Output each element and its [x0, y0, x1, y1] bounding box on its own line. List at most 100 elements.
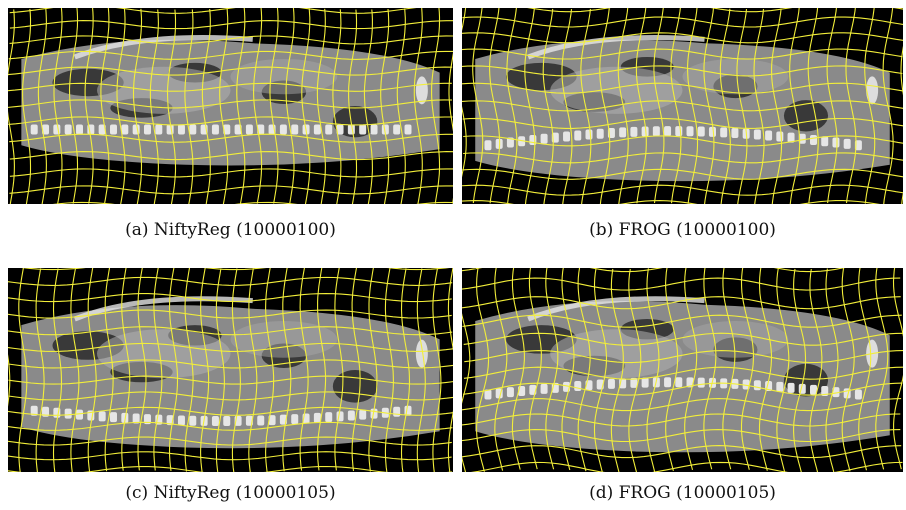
vertebra	[776, 131, 784, 142]
grid-line-vertical	[269, 8, 279, 204]
vertebra	[291, 124, 299, 135]
grid-line-vertical	[511, 268, 525, 470]
vertebra	[854, 389, 862, 400]
organ-cavity	[783, 363, 829, 397]
grid-line-vertical	[84, 8, 94, 204]
vertebra	[166, 124, 174, 135]
grid-line-vertical	[100, 8, 110, 204]
grid-line-horizontal	[8, 406, 453, 416]
vertebra	[313, 412, 321, 423]
grid-line-vertical	[524, 8, 536, 204]
vertebra	[484, 140, 492, 151]
grid-line-horizontal	[462, 117, 903, 129]
vertebra	[821, 136, 829, 147]
grid-line-vertical	[506, 8, 518, 204]
vertebra	[177, 124, 185, 135]
vertebra	[257, 415, 265, 426]
grid-line-vertical	[462, 313, 471, 472]
grid-line-horizontal	[463, 366, 903, 380]
organ-cavity	[332, 370, 378, 403]
vertebra	[832, 137, 840, 148]
vertebra	[518, 386, 526, 397]
grid-line-horizontal	[462, 184, 903, 196]
grid-line-horizontal	[462, 445, 902, 459]
vertebra	[98, 411, 106, 422]
vertebra	[821, 386, 829, 397]
vertebra	[809, 384, 817, 395]
grid-line-horizontal	[462, 398, 902, 412]
grid-line-vertical	[184, 268, 194, 472]
grid-line-vertical	[561, 9, 573, 204]
grid-line-horizontal	[462, 314, 902, 328]
vertebra	[257, 124, 265, 135]
vertebra	[132, 413, 140, 424]
bone-streak	[527, 296, 705, 322]
grid-line-vertical	[416, 268, 426, 472]
ct-image-frog-10000105	[462, 268, 903, 472]
grid-line-vertical	[299, 268, 309, 471]
vertebra	[630, 377, 638, 388]
grid-line-vertical	[396, 8, 406, 204]
ct-image-frog-10000100	[462, 8, 903, 204]
grid-line-vertical	[168, 268, 179, 471]
organ-cavity	[783, 100, 829, 132]
grid-line-horizontal	[462, 268, 846, 273]
grid-line-vertical	[413, 8, 423, 204]
grid-line-horizontal	[8, 116, 453, 126]
grid-line-vertical	[646, 268, 660, 472]
grid-line-vertical	[200, 268, 210, 472]
grid-line-horizontal	[8, 342, 453, 352]
grid-line-vertical	[18, 268, 28, 472]
grid-line-vertical	[253, 8, 263, 204]
vertebra	[30, 124, 38, 135]
grid-line-horizontal	[8, 391, 453, 401]
grid-line-vertical	[116, 8, 126, 204]
vertebra	[686, 377, 694, 388]
organ-tissue	[97, 329, 231, 379]
grid-line-horizontal	[8, 66, 453, 76]
grid-line-horizontal	[463, 135, 903, 147]
grid-line-vertical	[384, 268, 394, 472]
grid-line-vertical	[121, 268, 131, 471]
grid-line-horizontal	[8, 50, 453, 60]
vertebra	[98, 124, 106, 135]
grid-line-horizontal	[462, 100, 903, 112]
grid-line-vertical	[265, 268, 275, 472]
vertebra	[245, 124, 253, 135]
deformation-grid	[8, 268, 453, 472]
grid-line-horizontal	[462, 429, 901, 443]
vertebra	[76, 124, 84, 135]
vertebra	[697, 377, 705, 388]
grid-line-vertical	[462, 8, 467, 178]
grid-line-vertical	[8, 9, 15, 204]
vertebra	[753, 380, 761, 391]
ct-slice-svg	[462, 8, 903, 204]
vertebra	[731, 127, 739, 138]
grid-line-horizontal	[9, 185, 453, 195]
vertebra	[686, 126, 694, 137]
vertebra	[64, 124, 72, 135]
vertebra	[336, 124, 344, 135]
grid-line-horizontal	[8, 436, 452, 446]
vertebra	[708, 126, 716, 137]
grid-line-horizontal	[462, 32, 903, 44]
grid-line-vertical	[351, 268, 361, 471]
caption-a: (a) NiftyReg (10000100)	[125, 220, 336, 240]
grid-line-vertical	[617, 8, 629, 204]
vertebra	[630, 126, 638, 137]
grid-line-vertical	[35, 268, 45, 472]
grid-line-vertical	[599, 8, 611, 204]
caption-b: (b) FROG (10000100)	[589, 220, 776, 240]
grid-line-vertical	[363, 9, 373, 204]
grid-line-vertical	[561, 268, 575, 471]
vertebra	[753, 129, 761, 140]
bone-ring	[866, 76, 879, 105]
deformation-grid	[8, 8, 453, 204]
grid-line-horizontal	[52, 201, 453, 204]
organ-tissue	[682, 321, 789, 358]
vertebra	[109, 412, 117, 423]
grid-line-vertical	[825, 268, 839, 472]
vertebra	[279, 124, 287, 135]
vertebra	[109, 124, 117, 135]
ct-slice-svg	[8, 8, 453, 204]
